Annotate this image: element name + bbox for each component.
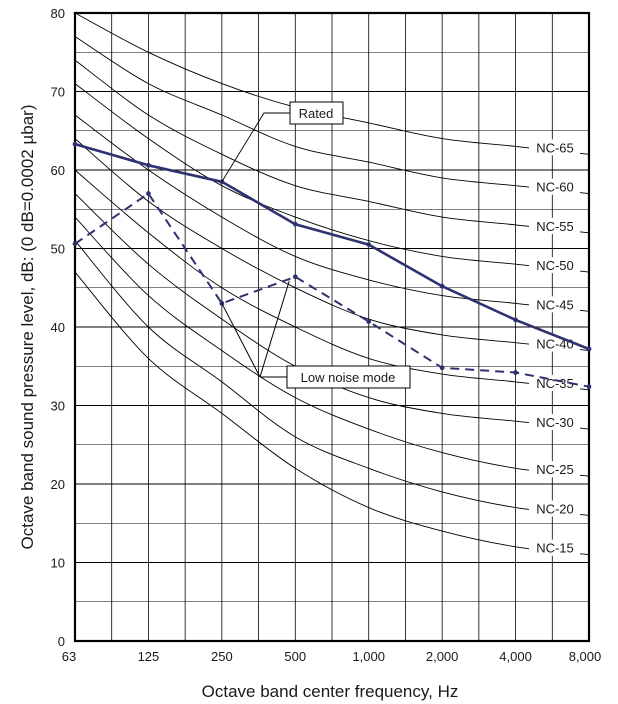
- nc-label-nc-40: NC-40: [536, 337, 574, 352]
- y-tick-label: 10: [51, 556, 65, 571]
- data-point: [513, 317, 518, 323]
- nc-label-bg: [529, 461, 580, 478]
- data-point: [586, 384, 592, 390]
- grid: [73, 11, 591, 643]
- callout-box-low-noise: [286, 365, 411, 389]
- nc-label-bg: [529, 217, 580, 234]
- y-axis-title: Octave band sound pressure level, dB: (0…: [18, 105, 37, 550]
- callout-label-rated: Rated: [299, 106, 334, 121]
- nc-label-nc-30: NC-30: [536, 415, 574, 430]
- nc-label-nc-65: NC-65: [536, 140, 574, 155]
- nc-curve-nc-20: [74, 240, 590, 516]
- series-rated: [74, 142, 590, 351]
- nc-curve-nc-55: [74, 59, 590, 234]
- nc-curve-nc-60: [74, 36, 590, 195]
- nc-curves: NC-65 NC-60 NC-55 NC-50 NC-45 NC-40 NC-35 NC-30…: [74, 12, 590, 556]
- nc-label-bg: [529, 414, 580, 431]
- callout-leader-rated: [221, 112, 290, 183]
- y-tick-label: 0: [58, 634, 65, 649]
- x-tick-label: 63: [62, 649, 76, 664]
- callout-box-rated: [289, 101, 344, 125]
- y-tick-label: 40: [51, 320, 65, 335]
- nc-curve-nc-45: [74, 114, 590, 312]
- data-point: [586, 346, 592, 352]
- data-point: [366, 242, 372, 247]
- y-tick-label: 30: [51, 399, 65, 414]
- callout-leader-low-noise: [259, 280, 290, 378]
- tick-labels: 63 125 250 500 1,000 2,000 4,000 8,000 0 10 20 30 40…: [51, 6, 602, 664]
- nc-curve-nc-35: [74, 169, 590, 391]
- nc-label-nc-20: NC-20: [536, 501, 574, 516]
- data-point: [292, 274, 298, 280]
- y-tick-label: 60: [51, 163, 65, 178]
- nc-label-bg: [529, 374, 580, 391]
- data-point: [146, 191, 151, 196]
- nc-label-bg: [529, 139, 580, 156]
- nc-curve-nc-15: [74, 271, 590, 556]
- series-low-noise-mode: [74, 192, 590, 388]
- data-point: [439, 365, 445, 371]
- nc-label-bg: [529, 178, 580, 195]
- data-point: [439, 283, 445, 289]
- nc-label-nc-15: NC-15: [536, 541, 574, 556]
- x-tick-label: 2,000: [426, 649, 459, 664]
- nc-curve-nc-50: [74, 83, 590, 273]
- nc-label-bg: [529, 500, 580, 517]
- nc-label-nc-50: NC-50: [536, 258, 574, 273]
- nc-label-bg: [529, 539, 580, 556]
- x-tick-label: 4,000: [499, 649, 532, 664]
- data-point: [513, 370, 518, 375]
- plot-frame: [73, 11, 591, 643]
- nc-curve-nc-40: [74, 138, 590, 352]
- data-point: [72, 141, 78, 147]
- x-tick-label: 8,000: [569, 649, 602, 664]
- x-axis-title: Octave band center frequency, Hz: [202, 682, 459, 701]
- data-point: [292, 221, 298, 227]
- callouts: Rated Low noise mode: [221, 101, 411, 389]
- data-series: [72, 141, 592, 390]
- x-tick-label: 500: [284, 649, 306, 664]
- y-tick-label: 50: [51, 242, 65, 257]
- y-tick-label: 70: [51, 85, 65, 100]
- x-tick-label: 125: [138, 649, 160, 664]
- nc-curve-nc-25: [74, 216, 590, 477]
- callout-leader-low-noise: [221, 303, 261, 378]
- x-tick-label: 1,000: [352, 649, 385, 664]
- nc-label-bg: [529, 296, 580, 313]
- data-point: [366, 319, 372, 324]
- y-tick-label: 80: [51, 6, 65, 21]
- x-tick-label: 250: [211, 649, 233, 664]
- nc-label-nc-45: NC-45: [536, 297, 574, 312]
- callout-label-low-noise: Low noise mode: [301, 370, 396, 385]
- y-tick-label: 20: [51, 477, 65, 492]
- data-point: [146, 162, 151, 168]
- data-point: [72, 241, 78, 247]
- nc-label-nc-60: NC-60: [536, 180, 574, 195]
- nc-label-nc-25: NC-25: [536, 462, 574, 477]
- nc-label-bg: [529, 257, 580, 274]
- nc-label-nc-55: NC-55: [536, 219, 574, 234]
- nc-label-nc-35: NC-35: [536, 376, 574, 391]
